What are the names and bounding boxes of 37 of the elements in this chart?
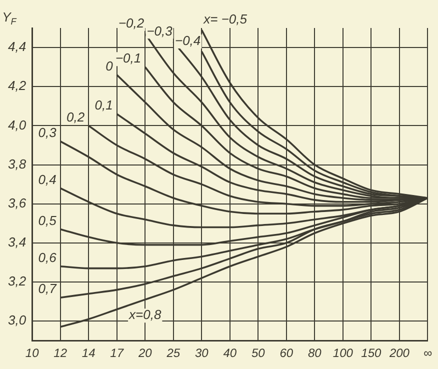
series-label: −0,2 (118, 15, 145, 30)
x-tick-label: 100 (332, 346, 354, 360)
y-tick-label: 3,6 (8, 195, 27, 210)
series-label: 0,4 (38, 172, 56, 187)
x-tick-label: 17 (110, 346, 125, 360)
x-tick-label: 200 (388, 346, 410, 360)
x-tick-label: 20 (137, 346, 152, 360)
series-label: 0,6 (38, 250, 58, 265)
x-tick-label: 60 (280, 346, 294, 360)
series-label: 0,5 (38, 212, 58, 228)
series-label: x=0,8 (128, 307, 162, 322)
x-tick-label: 25 (166, 346, 180, 360)
series-label: 0,7 (38, 281, 58, 296)
x-tick-label: 14 (82, 346, 96, 360)
series-label: x= −0,5 (202, 12, 248, 27)
y-tick-label: 3,4 (8, 234, 26, 250)
series-label: 0,3 (38, 124, 58, 140)
x-tick-label: 10 (25, 346, 40, 360)
y-tick-label: 3,0 (8, 312, 27, 328)
series-label: 0,2 (66, 109, 86, 124)
y-tick-label: 3,2 (8, 274, 27, 289)
series-label: −0,3 (146, 23, 174, 38)
series-label: 0,1 (94, 98, 113, 113)
y-tick-label: 4,0 (8, 117, 27, 132)
x-tick-label: 12 (54, 346, 68, 360)
x-tick-label: ∞ (423, 346, 432, 360)
y-tick-label: 4,4 (8, 39, 26, 54)
y-tick-label: 3,8 (8, 156, 27, 172)
series-label: −0,4 (174, 33, 201, 48)
series-label: −0,1 (115, 50, 142, 66)
x-tick-label: 40 (223, 346, 237, 360)
x-tick-label: 50 (251, 346, 266, 360)
series-label: 0 (106, 58, 114, 74)
y-tick-label: 4,2 (8, 78, 27, 94)
x-tick-label: 80 (308, 346, 322, 360)
x-tick-label: 30 (194, 346, 209, 360)
x-tick-label: 150 (361, 346, 382, 360)
